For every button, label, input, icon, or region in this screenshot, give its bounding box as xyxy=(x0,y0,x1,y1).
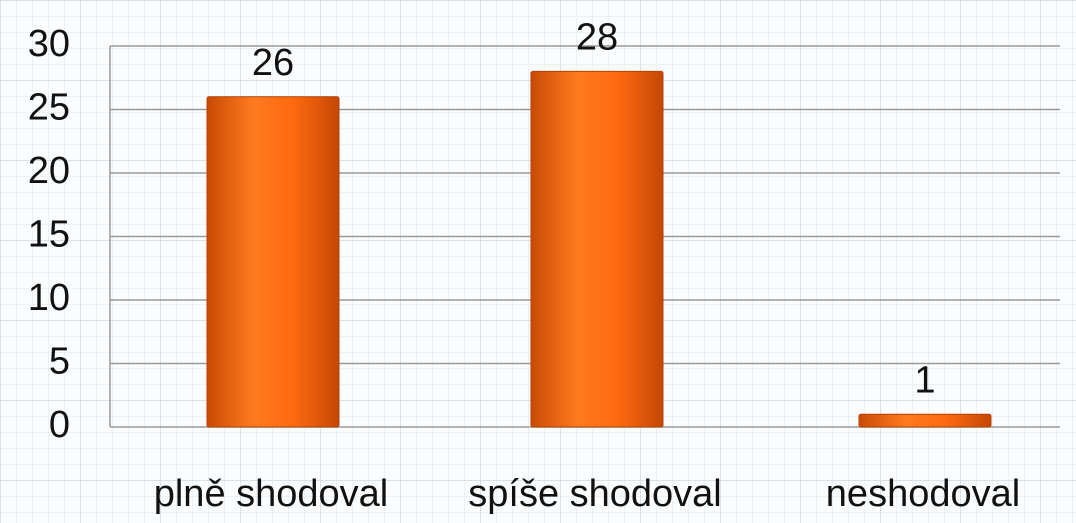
x-tick-label: neshodoval xyxy=(826,473,1020,515)
y-tick-label: 5 xyxy=(49,341,70,383)
y-tick-label: 0 xyxy=(49,404,70,446)
bar xyxy=(858,413,992,428)
bar xyxy=(206,96,340,428)
y-tick-label: 20 xyxy=(28,150,70,192)
value-label: 26 xyxy=(252,42,294,84)
y-tick-label: 10 xyxy=(28,277,70,319)
x-tick-label: spíše shodoval xyxy=(468,473,722,515)
bar xyxy=(530,70,664,428)
y-tick-label: 25 xyxy=(28,87,70,129)
y-tick-label: 15 xyxy=(28,214,70,256)
value-label: 1 xyxy=(914,359,935,401)
y-tick-label: 30 xyxy=(28,23,70,65)
value-label: 28 xyxy=(576,16,618,58)
x-tick-label: plně shodoval xyxy=(154,473,389,515)
